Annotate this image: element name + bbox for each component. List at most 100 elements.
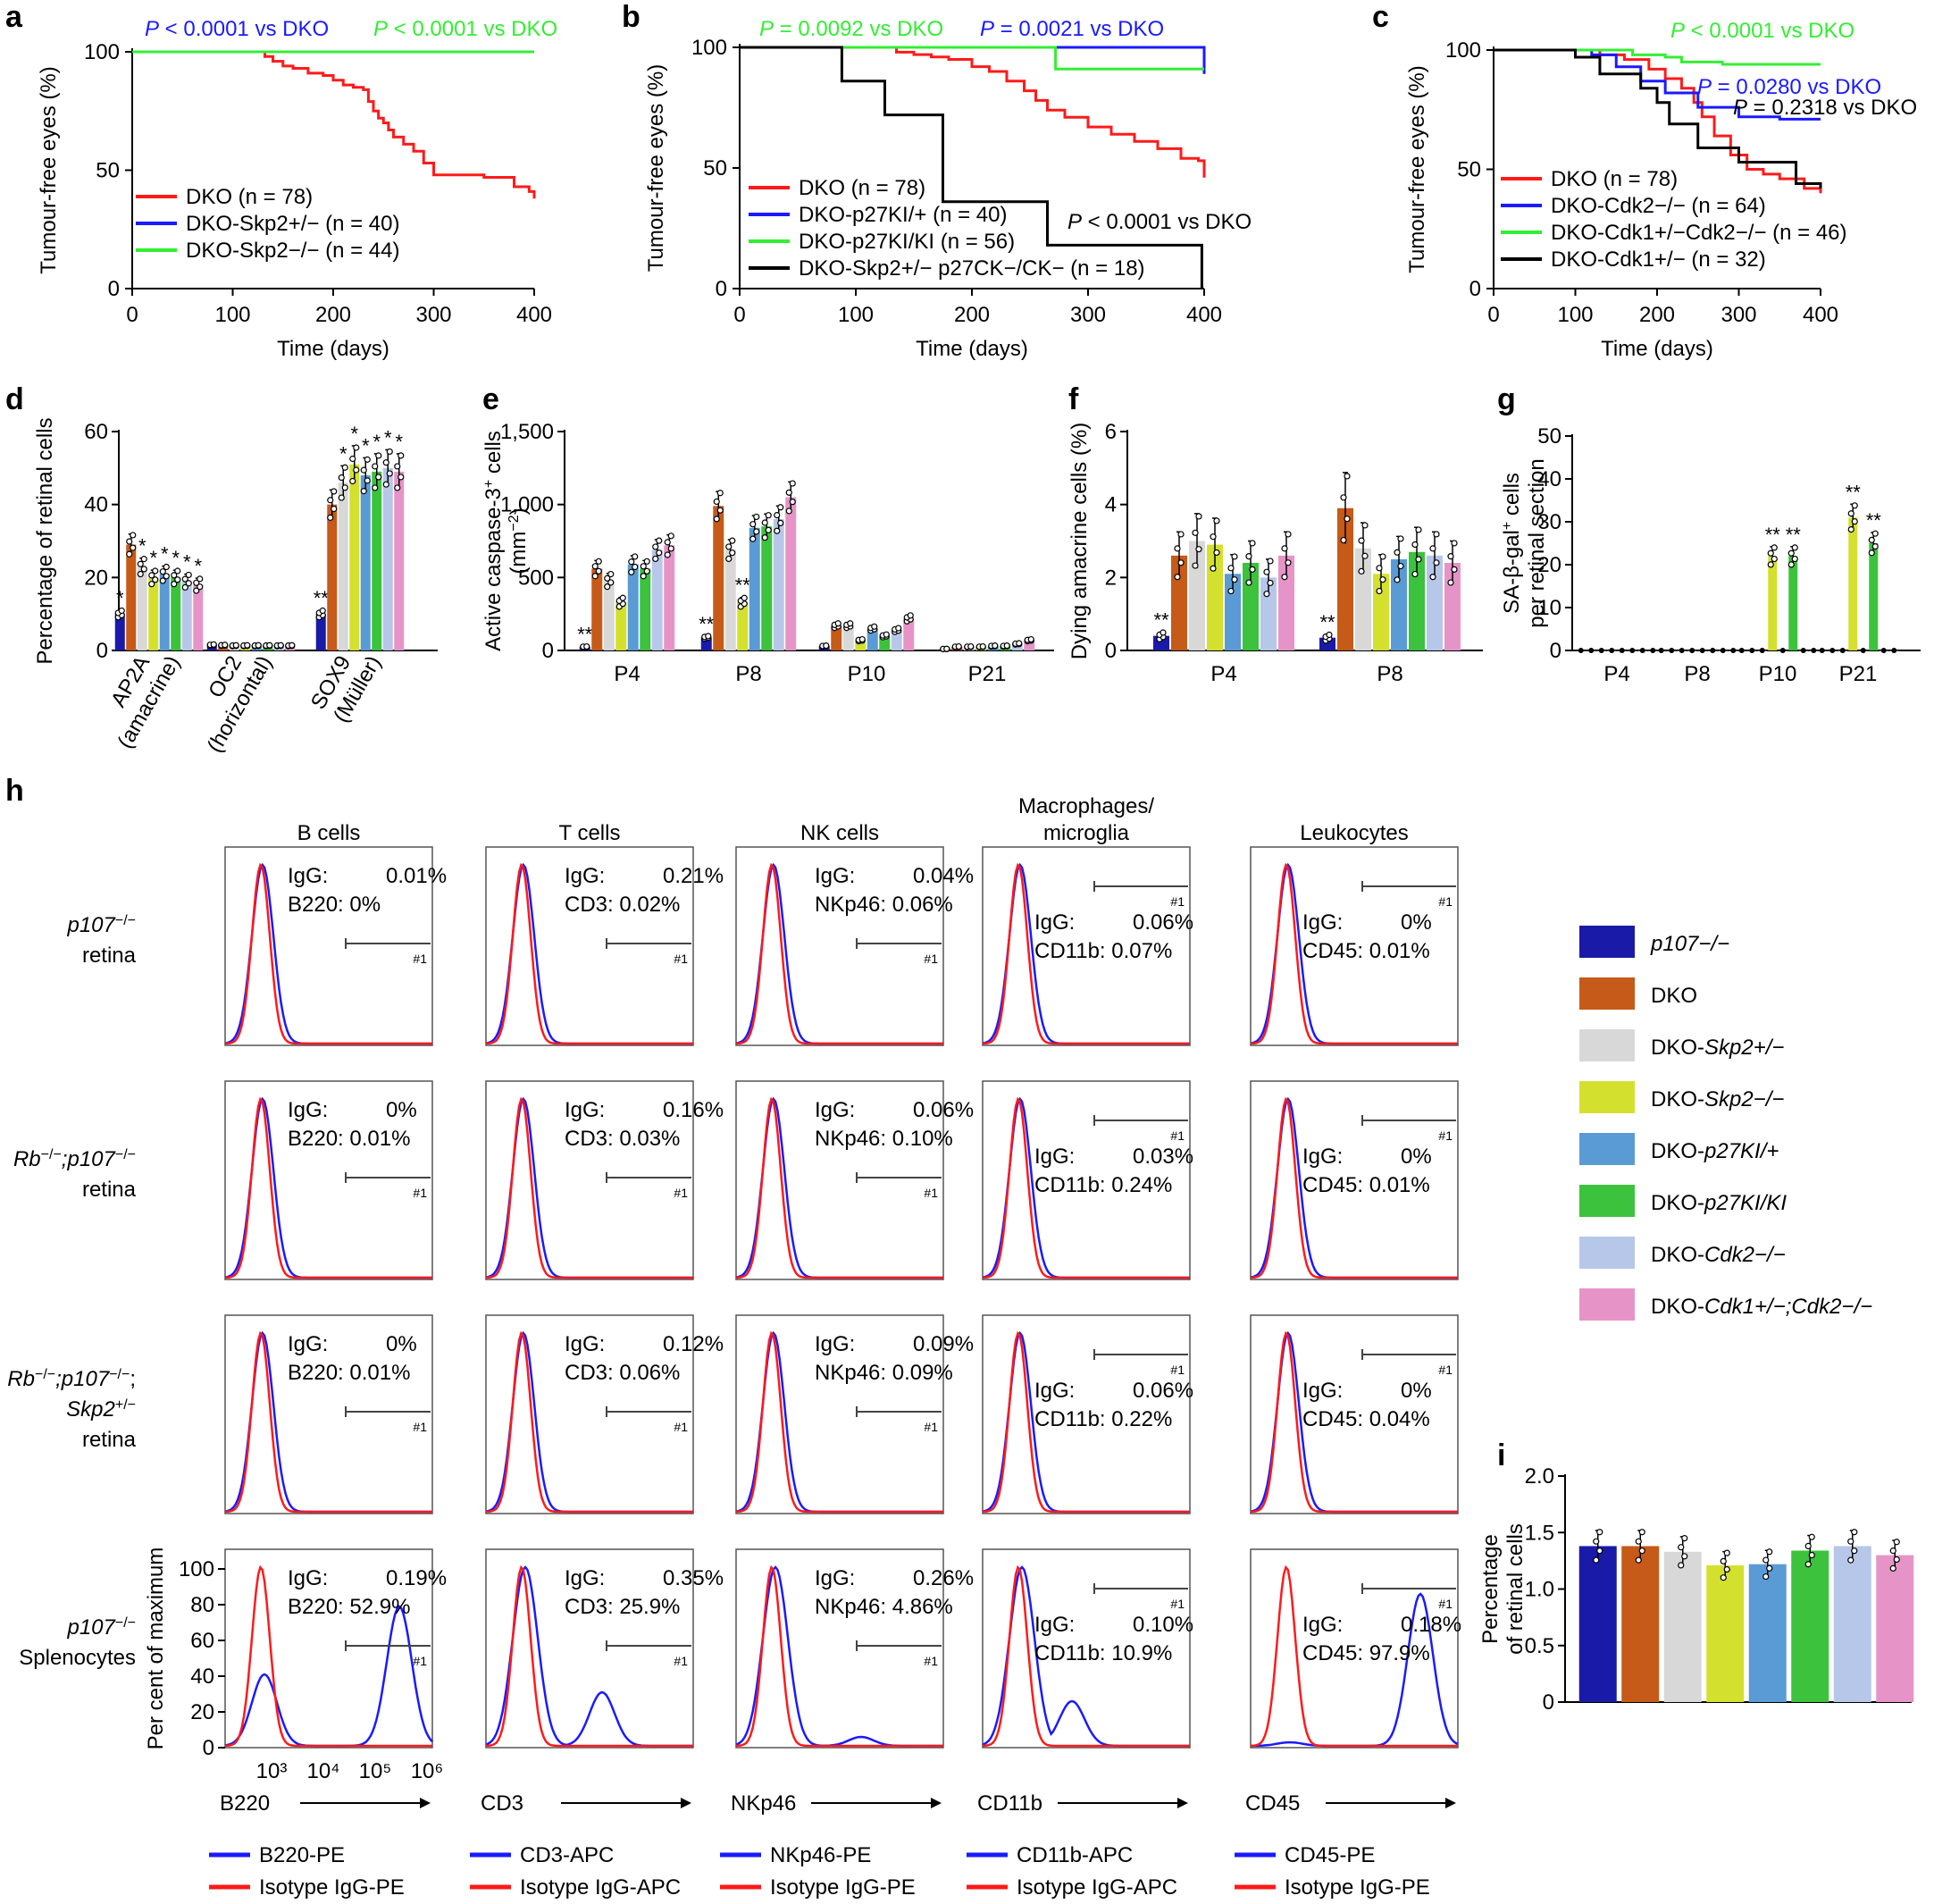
km-series-line-2 — [740, 46, 1204, 71]
bar — [1869, 543, 1879, 650]
arrow-head — [420, 1798, 431, 1808]
y-axis-label: Tumour-free eyes (%) — [644, 64, 668, 273]
igg-value: 0.06% — [1133, 1379, 1193, 1403]
legend-label: Isotype IgG-PE — [770, 1875, 916, 1900]
data-point — [749, 535, 757, 542]
y-axis-label: Tumour-free eyes (%) — [37, 66, 61, 274]
y-tick-label: 0 — [1543, 1690, 1554, 1715]
data-point — [1326, 631, 1333, 639]
data-point — [1819, 648, 1825, 653]
data-point — [871, 623, 878, 630]
data-point — [130, 544, 137, 551]
data-point — [628, 558, 635, 566]
y-tick-label: 80 — [190, 1593, 214, 1617]
igg-label: IgG: — [1302, 1145, 1343, 1169]
data-point — [148, 581, 155, 588]
x-tick-label: 100 — [838, 303, 874, 327]
data-point — [1429, 545, 1436, 552]
data-point — [1174, 574, 1181, 581]
panel-letter-c: c — [1372, 0, 1389, 34]
category-label: P10 — [1759, 662, 1797, 686]
legend-label: DKO-p27KI/+ — [1651, 1139, 1779, 1163]
bar — [1355, 548, 1371, 650]
p-value-text: = 0.0280 vs DKO — [1712, 75, 1881, 99]
bar — [1791, 1550, 1829, 1702]
p-value-annotation: P < 0.0001 vs DKO — [1670, 19, 1854, 43]
plot-frame — [1250, 846, 1459, 1046]
row-label-part: Splenocytes — [19, 1646, 136, 1670]
y-label-part: + — [481, 480, 497, 488]
data-point — [1720, 1574, 1727, 1581]
data-point — [193, 579, 200, 586]
igg-label: IgG: — [815, 864, 855, 888]
data-point — [1723, 1549, 1730, 1556]
significance-mark: * — [149, 547, 157, 569]
isotype-histogram — [1250, 1564, 1458, 1748]
data-point — [1650, 648, 1656, 653]
bar — [1207, 544, 1223, 650]
data-point — [1829, 648, 1836, 653]
data-point — [1787, 561, 1795, 568]
data-point — [725, 543, 733, 550]
data-point — [1578, 648, 1584, 653]
data-point — [394, 484, 401, 491]
data-point — [137, 570, 144, 578]
data-point — [1871, 542, 1879, 550]
data-point — [386, 470, 393, 477]
gate-label: #1 — [674, 1186, 688, 1200]
data-point — [1699, 648, 1705, 653]
data-point — [1213, 549, 1220, 557]
isotype-histogram — [735, 1564, 943, 1748]
plot-frame — [1250, 1080, 1459, 1280]
data-point — [652, 543, 659, 550]
data-point — [1361, 522, 1369, 529]
igg-label: IgG: — [815, 1098, 855, 1122]
row-label: p107−/− — [66, 1615, 136, 1640]
isotype-histogram — [982, 1330, 1190, 1514]
data-point — [1177, 531, 1185, 538]
isotype-histogram — [224, 1096, 432, 1279]
data-point — [591, 563, 599, 570]
y-tick-label: 40 — [84, 493, 108, 517]
row-label-part: −/− — [41, 1147, 62, 1162]
x-tick-label: 300 — [1070, 303, 1106, 327]
data-point — [632, 563, 639, 571]
y-label-part: cells — [481, 431, 506, 480]
y-axis-label: Percentage of retinal cells — [33, 417, 57, 664]
igg-value: 0.10% — [1133, 1613, 1193, 1637]
bar — [867, 628, 878, 650]
data-point — [118, 607, 125, 615]
y-tick-label: 0 — [108, 277, 120, 301]
bar-chart-i: 0 0.5 1.0 1.5 2.0 Percentage of retinal cells — [1478, 1464, 1914, 1715]
y-label-part: ) — [507, 507, 531, 515]
significance-mark: ** — [577, 624, 593, 646]
data-point — [834, 620, 841, 627]
legend-swatch — [1579, 1288, 1635, 1321]
legend-label: Isotype IgG-PE — [259, 1875, 405, 1900]
gate-label: #1 — [1170, 1128, 1185, 1143]
data-point — [1003, 642, 1010, 650]
data-point — [375, 452, 382, 459]
marker-value: B220: 52.9% — [288, 1595, 410, 1619]
legend-label: DKO (n = 78) — [799, 176, 925, 200]
legend-label: DKO-Skp2+/− p27CK−/CK− (n = 18) — [799, 256, 1145, 281]
data-point — [1379, 576, 1386, 583]
gate-label: #1 — [1438, 1363, 1453, 1377]
data-point — [1730, 648, 1737, 653]
igg-label: IgG: — [565, 1098, 605, 1122]
histogram-cell: #1 IgG: 0.35% CD3: 25.9% — [485, 1548, 724, 1749]
igg-value: 0.06% — [913, 1098, 974, 1122]
data-point — [1762, 1573, 1770, 1581]
marker-value: CD45: 0.01% — [1302, 939, 1430, 963]
data-point — [1340, 536, 1347, 544]
data-point — [979, 642, 986, 650]
isotype-histogram — [485, 1096, 693, 1279]
x-tick-label: 300 — [1721, 303, 1756, 327]
y-tick-label: 50 — [703, 156, 727, 180]
data-point — [595, 567, 602, 575]
igg-label: IgG: — [288, 864, 328, 888]
significance-mark: * — [116, 587, 124, 609]
data-point — [137, 560, 144, 567]
row-label-part: −/− — [115, 1615, 136, 1631]
x-tick-label: 0 — [733, 303, 745, 327]
